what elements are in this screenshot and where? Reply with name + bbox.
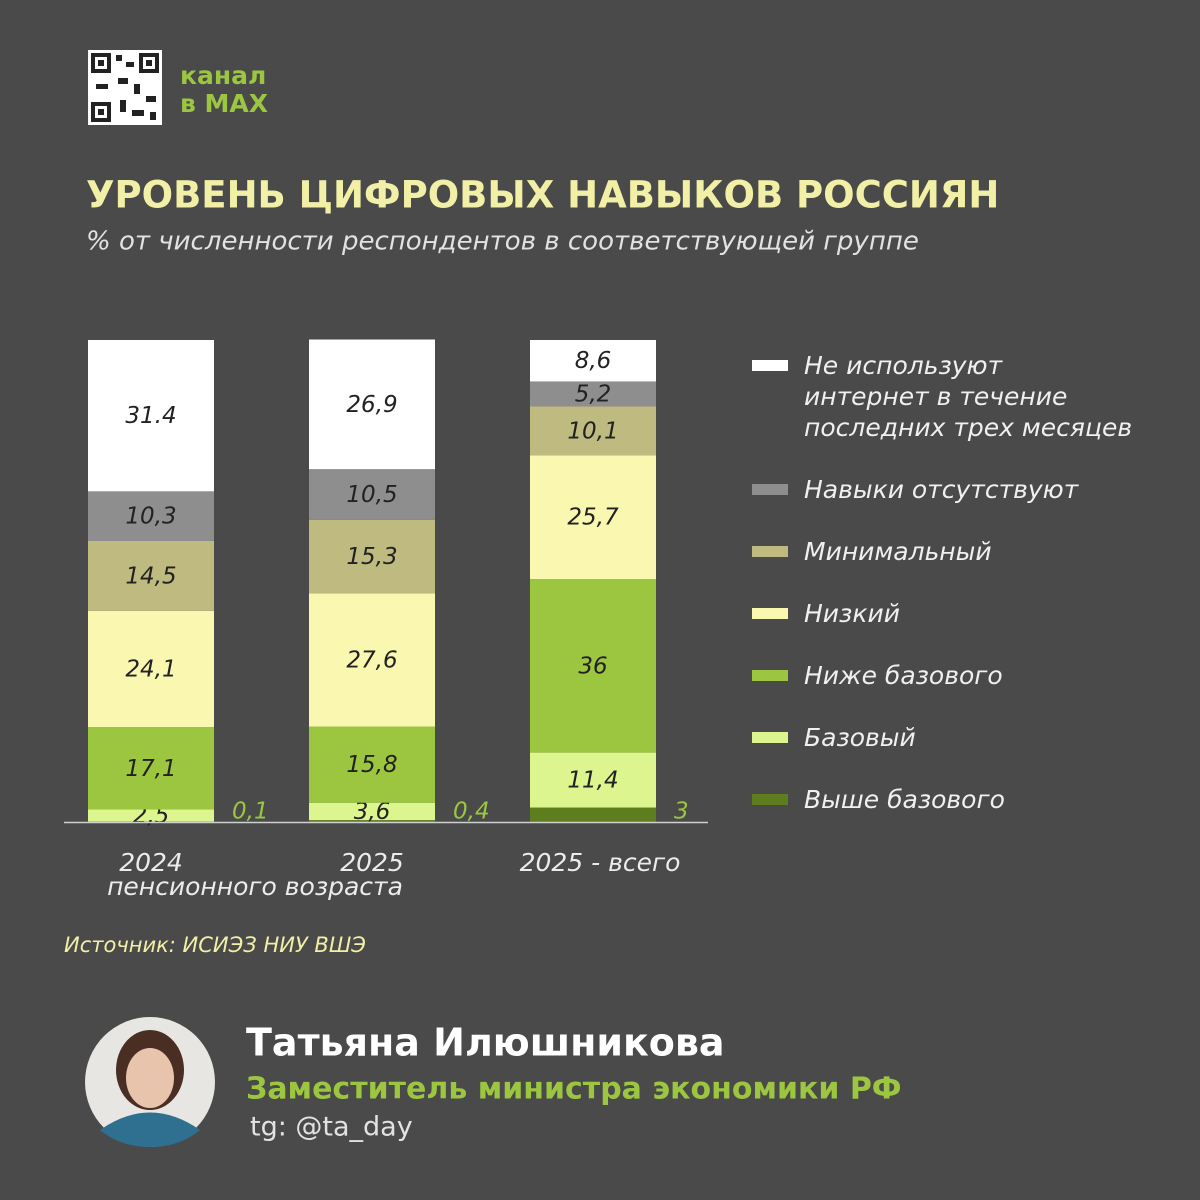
data-label: 0,4 (453, 799, 490, 825)
bar-segment (88, 610, 214, 728)
data-label: 11,4 (567, 768, 618, 794)
data-label: 25,7 (567, 505, 619, 531)
author-role: Заместитель министра экономики РФ (246, 1072, 902, 1107)
bar-segment (530, 455, 656, 580)
data-label: 10,1 (567, 418, 618, 444)
bar-segment (530, 807, 656, 822)
legend-swatch (752, 608, 788, 619)
author-photo (85, 1017, 215, 1147)
legend-entry: Низкий (752, 598, 1172, 629)
legend-swatch (752, 732, 788, 743)
channel-label: в MAX (180, 89, 268, 118)
bar-segment (309, 820, 435, 822)
bar-segment (88, 727, 214, 810)
bar-segment (530, 406, 656, 456)
data-label: 17,1 (125, 756, 176, 782)
source: Источник: ИСИЭЗ НИУ ВШЭ (64, 933, 366, 957)
data-label: 27,6 (346, 648, 397, 674)
bar-segment (88, 491, 214, 541)
data-label: 24,1 (125, 656, 176, 682)
bar-segment (88, 540, 214, 611)
bar-segment (530, 752, 656, 808)
data-label: 0,1 (232, 799, 269, 825)
x-tick-label: 2024 (119, 848, 183, 877)
legend-label: Минимальный (804, 537, 992, 566)
bar-segment (88, 340, 214, 492)
bar-segment (309, 802, 435, 821)
legend-entry: Минимальный (752, 536, 1172, 567)
data-label: 26,9 (346, 392, 397, 418)
author-telegram: tg: @ta_day (250, 1112, 413, 1143)
bar-segment (309, 519, 435, 594)
data-label: 10,5 (346, 482, 397, 508)
qr-code (88, 50, 162, 125)
legend-label: Выше базового (804, 785, 1005, 814)
legend-swatch (752, 360, 788, 371)
data-label: 15,8 (346, 752, 397, 778)
data-label: 3,6 (354, 799, 391, 825)
legend-entry: Базовый (752, 722, 1172, 753)
author-name: Татьяна Илюшникова (246, 1021, 725, 1065)
x-tick-label: 2025 (340, 848, 404, 877)
data-label: 14,5 (125, 563, 176, 589)
data-label: 10,3 (125, 504, 176, 530)
chart-subtitle: % от численности респондентов в соответс… (86, 227, 919, 257)
legend-entry: Выше базового (752, 784, 1172, 815)
legend-label: Низкий (804, 599, 900, 628)
legend-entry: Не используют интернет в течение последн… (752, 350, 1134, 443)
legend-swatch (752, 546, 788, 557)
channel-label: канал (180, 61, 266, 90)
chart-title: УРОВЕНЬ ЦИФРОВЫХ НАВЫКОВ РОССИЯН (86, 174, 999, 217)
legend-label: Не используют интернет в течение последн… (804, 351, 1133, 442)
legend-entry: Навыки отсутствуют (752, 474, 1172, 505)
data-label: 36 (578, 653, 607, 679)
bar-segment (309, 469, 435, 520)
legend-entry: Ниже базового (752, 660, 1172, 691)
data-label: 31.4 (125, 403, 176, 429)
legend-swatch (752, 794, 788, 805)
bar-segment (309, 726, 435, 803)
legend-swatch (752, 484, 788, 495)
bar-segment (309, 339, 435, 470)
legend: Не используют интернет в течение последн… (752, 350, 1172, 846)
bar-segment (530, 340, 656, 382)
bar-segment (88, 809, 214, 822)
bar-segment (309, 593, 435, 727)
data-label: 5,2 (575, 381, 612, 407)
bar-segment (530, 381, 656, 407)
x-tick-label: 2025 - всего (520, 848, 681, 877)
data-label: 3 (674, 799, 689, 825)
bar-segment (530, 579, 656, 753)
legend-swatch (752, 670, 788, 681)
group-label: пенсионного возраста (107, 872, 403, 901)
data-label: 15,3 (346, 544, 397, 570)
legend-label: Ниже базового (804, 661, 1003, 690)
legend-label: Навыки отсутствуют (804, 475, 1079, 504)
legend-label: Базовый (804, 723, 916, 752)
data-label: 8,6 (575, 348, 612, 374)
